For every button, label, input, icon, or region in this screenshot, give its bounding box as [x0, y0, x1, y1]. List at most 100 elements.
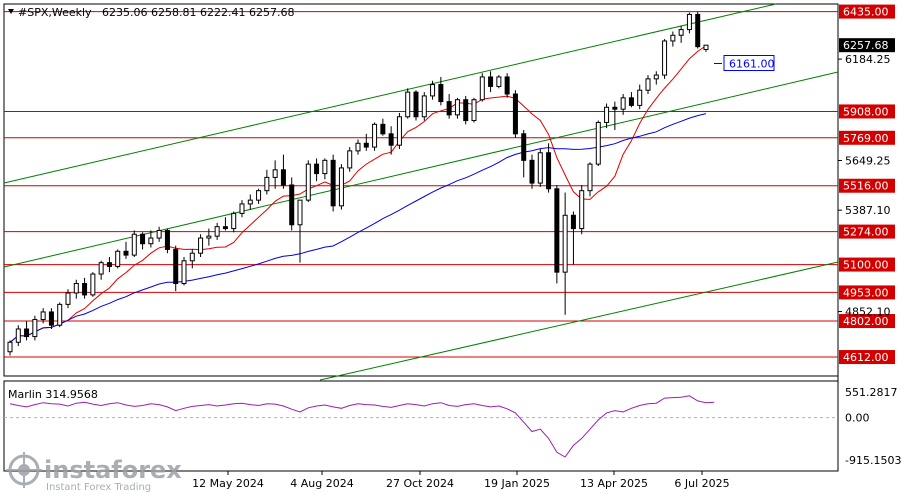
time-axis: 12 May 2024 4 Aug 2024 27 Oct 2024 19 Jan 2… [192, 471, 730, 490]
dropdown-triangle-icon[interactable] [8, 9, 14, 14]
level-tag [839, 257, 895, 272]
candle [264, 169, 270, 195]
level-label: 4802.00 [843, 315, 889, 328]
candle-body [264, 176, 270, 192]
candle [206, 228, 212, 246]
candle-body [372, 123, 378, 148]
candle-body [305, 163, 311, 201]
candle [90, 272, 96, 297]
candle-body [686, 13, 692, 31]
candle [164, 228, 170, 254]
level-label: 5100.00 [843, 259, 889, 272]
candle [189, 249, 195, 269]
moving-averages [9, 45, 707, 343]
price-tick-label: 6184.25 [845, 53, 891, 66]
candle-body [496, 76, 502, 87]
candle-body [297, 199, 303, 226]
candle-body [189, 252, 195, 262]
candle [463, 95, 469, 125]
candle-body [438, 84, 444, 103]
price-annotation: 6161.00 [714, 55, 775, 72]
candle-body [653, 74, 659, 80]
candle-body [695, 13, 701, 48]
candle [131, 230, 137, 257]
candle [32, 315, 38, 341]
price-tick-label: 5649.25 [845, 154, 891, 167]
level-label: 4612.00 [843, 351, 889, 364]
candle-body [595, 121, 601, 165]
candle [529, 154, 535, 189]
candle-body [546, 152, 552, 190]
candle-body [579, 190, 585, 230]
candle [355, 139, 361, 155]
time-tick-label: 4 Aug 2024 [290, 477, 353, 490]
candle-body [24, 328, 30, 338]
candle-body [106, 262, 112, 267]
candle [587, 162, 593, 197]
candle-body [628, 97, 634, 106]
level-tag [839, 178, 895, 193]
candle-body [570, 214, 576, 230]
candle-body [463, 99, 469, 122]
annotation-label: 6161.00 [729, 58, 775, 71]
candle-body [587, 163, 593, 192]
candle-body [15, 328, 21, 343]
candle-body [604, 106, 610, 123]
candle-body [7, 341, 13, 353]
level-tag [839, 285, 895, 300]
candle [628, 92, 634, 108]
candle [438, 76, 444, 106]
candle-body [57, 303, 63, 326]
candle-body [347, 150, 353, 169]
candle [620, 94, 626, 115]
marlin-line [9, 395, 715, 458]
candle [396, 112, 402, 149]
level-label: 4953.00 [843, 286, 889, 299]
candle [421, 92, 427, 121]
candle [247, 194, 253, 210]
candle-body [703, 44, 709, 50]
current-price-tag [839, 38, 895, 53]
candle [554, 184, 560, 284]
chart-header: #SPX,Weekly 6235.06 6258.81 6222.41 6257… [8, 6, 294, 19]
candle-body [670, 34, 676, 42]
time-tick-label: 19 Jan 2025 [484, 477, 550, 490]
candle [280, 154, 286, 189]
candle-body [413, 91, 419, 118]
candle-body [222, 226, 228, 230]
candle-body [322, 159, 328, 175]
candle-body [380, 123, 386, 135]
level-tag [839, 224, 895, 239]
candle [115, 249, 121, 269]
candles [7, 11, 709, 356]
time-tick-label: 13 Apr 2025 [580, 477, 648, 490]
level-label: 5274.00 [843, 226, 889, 239]
candle-body [537, 152, 543, 184]
candle [454, 97, 460, 119]
candle [637, 84, 643, 110]
candle-body [396, 116, 402, 146]
logo-wordmark: instaforex [44, 456, 182, 484]
candle-body [198, 237, 204, 254]
candle [579, 184, 585, 235]
candle [73, 279, 79, 299]
candle [297, 199, 303, 263]
candle-body [206, 235, 212, 239]
candle [372, 122, 378, 151]
candle-body [454, 99, 460, 116]
candle [612, 101, 618, 131]
indicator-title: Marlin 314.9568 [8, 388, 98, 401]
candle [446, 94, 452, 119]
candle-body [363, 142, 369, 148]
candle [537, 148, 543, 187]
candle-body [645, 78, 651, 91]
candle [570, 211, 576, 265]
candle-body [479, 76, 485, 101]
candle [198, 234, 204, 257]
logo-tagline: Instant Forex Trading [46, 482, 151, 493]
price-tick-label: 4852.10 [845, 306, 891, 319]
candle [363, 133, 369, 151]
candle [214, 222, 220, 240]
candle-body [272, 169, 278, 178]
